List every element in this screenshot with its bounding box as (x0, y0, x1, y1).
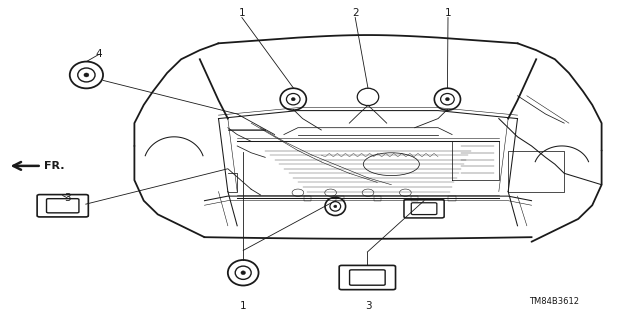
Ellipse shape (445, 98, 449, 101)
Bar (336, 196, 344, 201)
Bar (449, 196, 456, 201)
Bar (303, 196, 311, 201)
Ellipse shape (333, 205, 337, 208)
Text: 3: 3 (365, 301, 371, 311)
Ellipse shape (84, 73, 89, 77)
Text: 4: 4 (96, 49, 102, 59)
Ellipse shape (291, 98, 295, 101)
Text: 1: 1 (240, 301, 246, 311)
Text: TM84B3612: TM84B3612 (529, 297, 579, 306)
Bar (411, 196, 419, 201)
Bar (374, 196, 381, 201)
Text: FR.: FR. (44, 161, 64, 171)
Text: 3: 3 (64, 193, 70, 203)
Ellipse shape (241, 271, 246, 275)
Text: 1: 1 (239, 8, 245, 18)
Text: 2: 2 (352, 8, 358, 18)
Text: 1: 1 (445, 8, 451, 18)
